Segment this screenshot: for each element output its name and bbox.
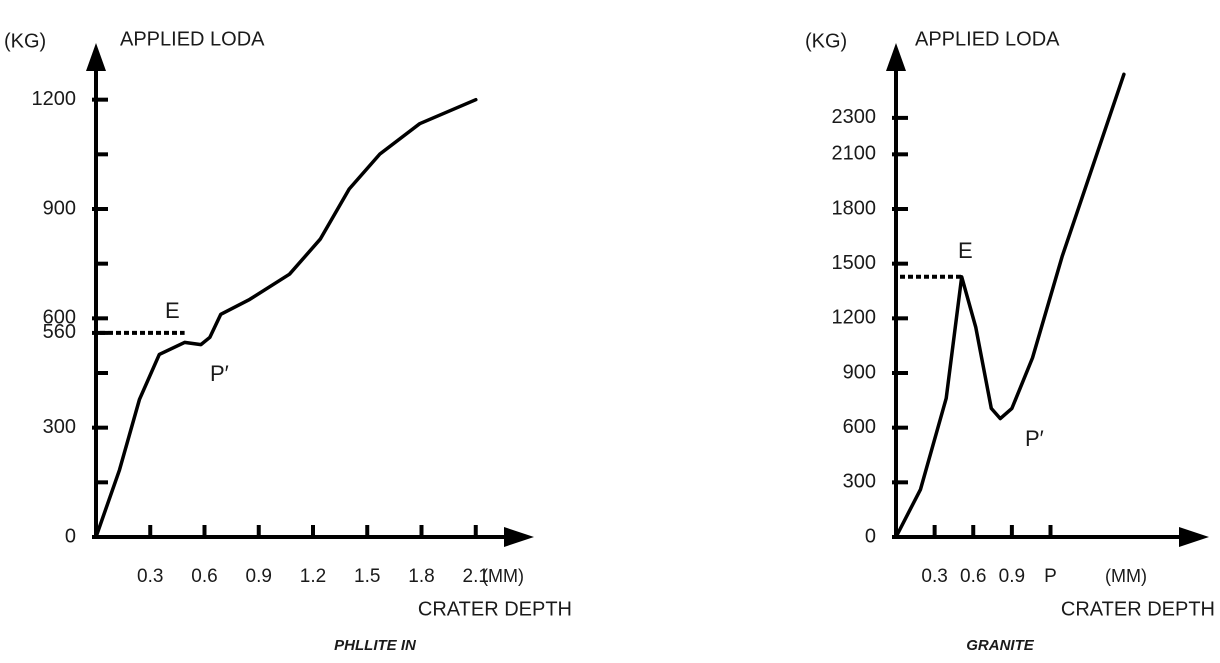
x-tick-label: 0.3: [137, 566, 163, 587]
caption: PHLLITE IN: [334, 637, 417, 654]
y-axis-title: APPLIED LODA: [915, 28, 1060, 50]
annotation: E: [165, 298, 180, 323]
x-tick-label: 0.3: [921, 566, 947, 587]
x-tick-label: 2.1: [463, 566, 489, 587]
x-tick-label: 0.6: [960, 566, 986, 587]
x-tick-label: P: [1044, 566, 1057, 587]
y-tick-label: 1200: [32, 88, 77, 110]
y-unit: (KG): [805, 30, 847, 52]
x-tick-label: 0.9: [999, 566, 1025, 587]
curve: [894, 72, 1126, 539]
y-tick-label: 2100: [832, 143, 877, 165]
x-unit: (MM): [1105, 566, 1147, 586]
x-tick-label: 0.9: [246, 566, 272, 587]
y-tick-label: 600: [43, 307, 76, 329]
x-unit: (MM): [482, 566, 524, 586]
y-unit: (KG): [4, 30, 46, 52]
x-axis-title: CRATER DEPTH: [418, 598, 572, 620]
y-tick-label: 560: [43, 321, 76, 343]
curve: [94, 97, 478, 539]
y-axis-title: APPLIED LODA: [120, 28, 265, 50]
x-axis-arrow: [1179, 527, 1209, 547]
y-tick-label: 1800: [832, 197, 877, 219]
y-tick-label: 1200: [832, 307, 877, 329]
x-tick-label: 0.6: [191, 566, 217, 587]
y-tick-label: 300: [843, 471, 876, 493]
y-tick-label: 2300: [832, 106, 877, 128]
y-tick-label: 300: [43, 416, 76, 438]
x-axis-arrow: [504, 527, 534, 547]
y-tick-label: 0: [65, 525, 76, 547]
annotation: P′: [210, 361, 229, 386]
annotation: E: [958, 238, 973, 263]
y-tick-label: 900: [43, 197, 76, 219]
x-tick-label: 1.2: [300, 566, 326, 587]
x-tick-label: 1.5: [354, 566, 380, 587]
annotation: P′: [1025, 426, 1044, 451]
y-tick-label: 900: [843, 361, 876, 383]
y-axis-arrow: [86, 43, 106, 71]
y-tick-label: 600: [843, 416, 876, 438]
y-tick-label: 1500: [832, 252, 877, 274]
caption: GRANITE: [966, 637, 1034, 654]
x-tick-label: 1.8: [408, 566, 434, 587]
y-axis-arrow: [886, 43, 906, 71]
x-axis-title: CRATER DEPTH: [1061, 598, 1215, 620]
y-tick-label: 0: [865, 525, 876, 547]
